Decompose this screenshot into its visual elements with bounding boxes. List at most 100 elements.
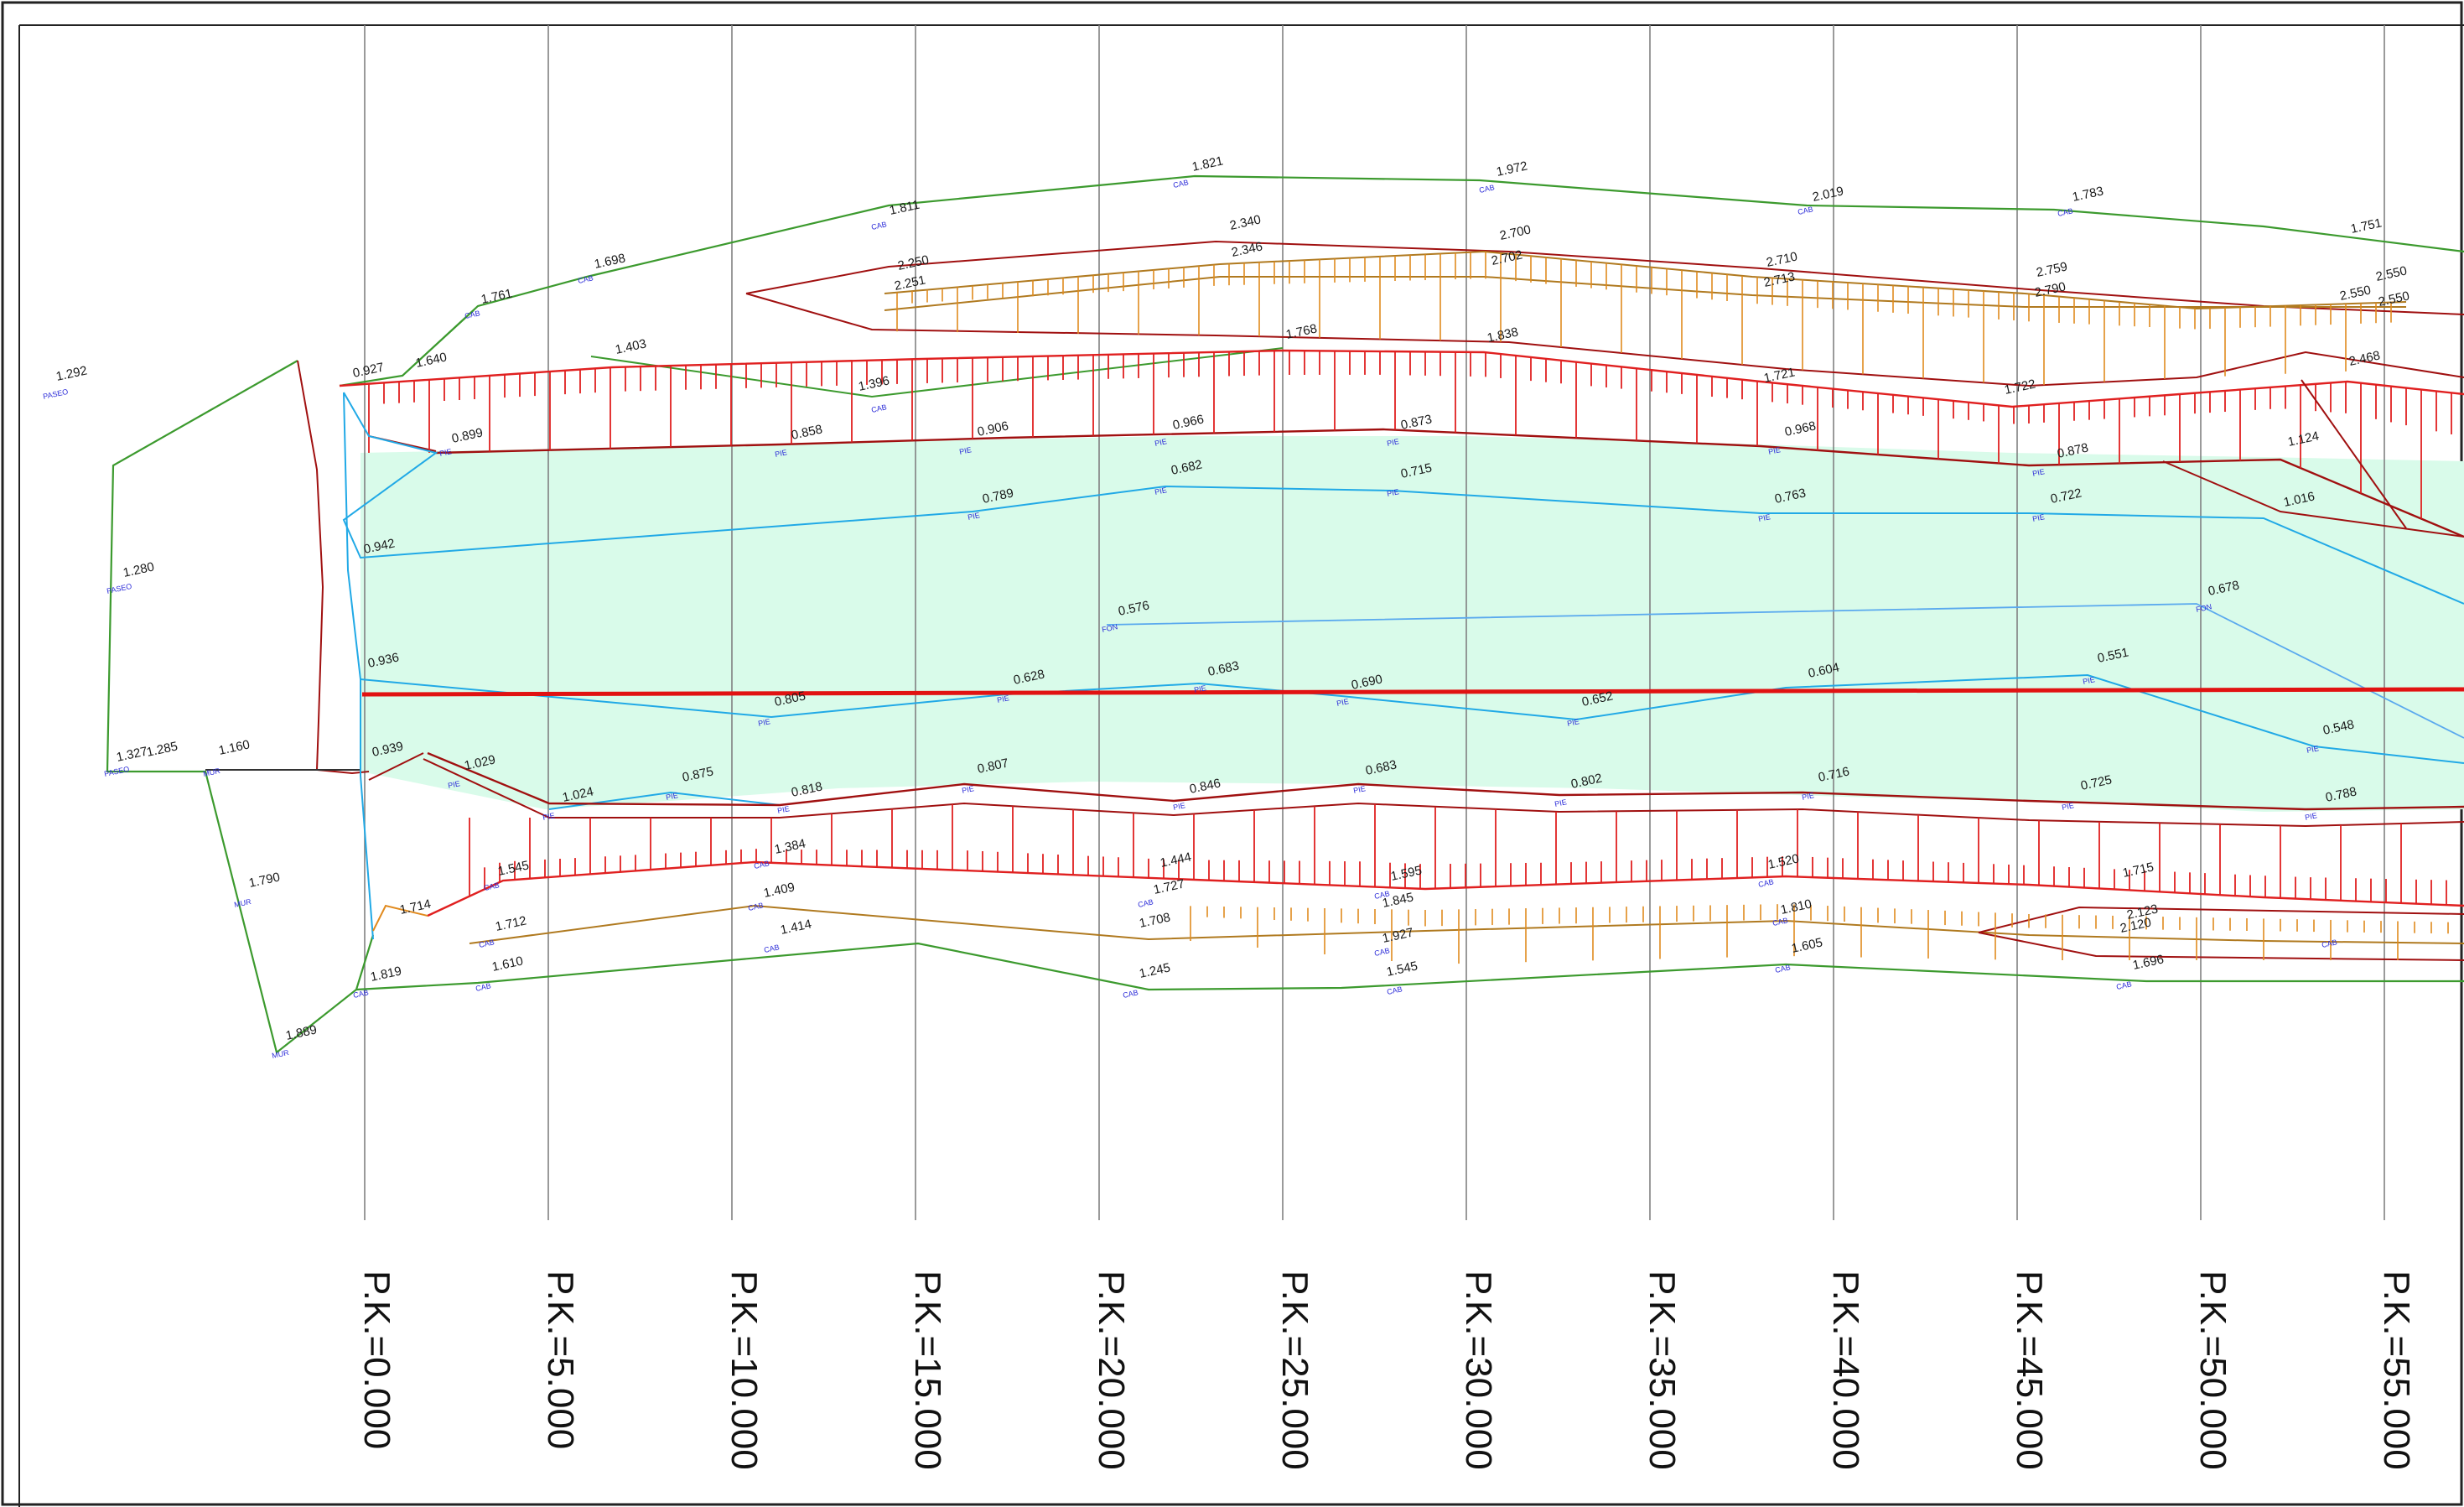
elevation-label: 1.414 (779, 917, 812, 937)
elevation-label: 0.873 (1399, 412, 1433, 432)
pk-label: P.K.=35.000 (1642, 1271, 1683, 1470)
pk-label: P.K.=30.000 (1458, 1271, 1499, 1470)
point-code: CAB (1478, 183, 1495, 195)
elevation-label: 1.927 (1381, 925, 1414, 945)
elevation-label: 1.327 (115, 744, 148, 764)
point-code: CAB (1774, 963, 1791, 974)
point-code: CAB (1373, 889, 1390, 901)
point-code: CAB (475, 981, 491, 993)
elevation-label: 1.783 (2071, 184, 2104, 204)
point-code: CAB (1373, 946, 1390, 958)
point-code: CAB (1137, 897, 1154, 909)
point-code: PIE (2082, 675, 2095, 686)
elevation-label: 1.768 (1284, 321, 1318, 341)
cyan-center-line (360, 673, 2464, 764)
right-edge-lines (2162, 460, 2464, 538)
bottom-crest-edge (427, 860, 2464, 917)
bottom-ditch-hatch (1190, 904, 2449, 964)
elevation-label: 1.403 (614, 336, 647, 356)
bottom-toe-left (368, 752, 424, 781)
point-code: PIE (542, 811, 555, 822)
bottom-left-orange (372, 904, 428, 932)
elevation-label: 2.713 (1762, 269, 1796, 289)
elevation-label: 1.545 (496, 858, 530, 878)
elevation-label: 2.710 (1765, 249, 1798, 269)
top-slope-hatch (368, 351, 2452, 519)
elevation-label: 1.721 (1762, 365, 1796, 385)
point-code: MUR (233, 897, 252, 909)
point-code-labels: PASEO PASEO PASEO MUR MUR MUR CAB CAB CA… (42, 178, 2337, 1060)
elevation-label: 1.605 (1790, 935, 1823, 955)
point-code: PIE (2061, 801, 2074, 812)
pk-station-labels: P.K.=0.000 P.K.=5.000 P.K.=10.000 P.K.=1… (356, 1271, 2417, 1470)
point-code: PIE (1386, 437, 1399, 448)
cyan-upper-line (342, 392, 2464, 605)
elevation-label: 1.285 (145, 739, 179, 759)
elevation-label: 0.906 (976, 418, 1009, 439)
point-code: CAB (2057, 206, 2073, 218)
elevation-label: 1.520 (1766, 851, 1800, 871)
bottom-ditch-red (1978, 906, 2464, 933)
pk-grid (364, 25, 2385, 1220)
point-code: PIE (1386, 487, 1399, 498)
elevation-label: 1.280 (122, 559, 155, 579)
point-code: CAB (747, 901, 764, 912)
elevation-label: 1.819 (369, 964, 402, 984)
left-top-boundary (339, 174, 2464, 387)
point-code: PIE (757, 717, 770, 728)
bottom-toe-edge-2 (423, 758, 2464, 828)
elevation-label: 1.545 (1385, 959, 1419, 979)
pk-label: P.K.=10.000 (724, 1271, 765, 1470)
elevation-label: 0.968 (1783, 418, 1817, 439)
point-code: MUR (271, 1048, 290, 1060)
point-code: PIE (1554, 798, 1567, 808)
point-code: MUR (202, 766, 221, 778)
point-code: FON (2195, 602, 2212, 614)
point-code: CAB (1386, 985, 1403, 996)
point-code: PIE (996, 694, 1009, 704)
point-code: CAB (763, 943, 780, 954)
elevation-label: 1.722 (2003, 377, 2036, 397)
elevation-label: 1.245 (1138, 960, 1171, 980)
elevation-label: 1.821 (1191, 153, 1224, 174)
pk-label: P.K.=40.000 (1825, 1271, 1866, 1470)
point-code: PIE (1767, 445, 1781, 456)
cyan-fon-line (1106, 603, 2464, 739)
point-code: PIE (958, 445, 972, 456)
point-code: PIE (1154, 486, 1167, 496)
point-code: CAB (1797, 205, 1813, 216)
point-code: CAB (352, 988, 369, 1000)
bottom-slope-hatch (469, 803, 2447, 906)
point-code: PIE (665, 791, 678, 802)
top-ditch-outline (745, 240, 2464, 315)
point-code: PIE (2304, 811, 2317, 822)
bottom-toe-edge (427, 751, 2464, 811)
pk-label: P.K.=15.000 (907, 1271, 948, 1470)
elevation-label: 1.727 (1152, 876, 1185, 896)
point-code: PIE (776, 804, 790, 815)
elevation-label: 1.396 (857, 373, 890, 393)
left-survey-boundary (106, 360, 375, 1054)
elevation-label: 1.610 (490, 954, 524, 974)
point-code: CAB (2321, 938, 2337, 949)
point-code: CAB (753, 859, 770, 870)
pk-label: P.K.=55.000 (2376, 1271, 2417, 1470)
point-code: PIE (1172, 801, 1185, 812)
right-slope (2301, 379, 2407, 529)
elevation-label: 2.340 (1228, 212, 1262, 232)
elevation-label: 1.751 (2349, 216, 2383, 236)
point-code: CAB (870, 403, 887, 414)
point-code: FON (1101, 622, 1118, 634)
bottom-ditch-brown (469, 904, 2464, 944)
point-code: CAB (478, 938, 495, 949)
point-code: PIE (1566, 717, 1580, 728)
point-code: PIE (1352, 784, 1366, 795)
point-code: CAB (483, 881, 500, 892)
elevation-label: 1.595 (1389, 863, 1423, 883)
elevation-label: 1.696 (2131, 952, 2165, 972)
point-code: CAB (1122, 988, 1139, 1000)
elevation-label: 1.640 (414, 350, 448, 370)
elevation-label: 1.124 (2286, 429, 2320, 449)
top-ditch-hatch (896, 252, 2392, 386)
